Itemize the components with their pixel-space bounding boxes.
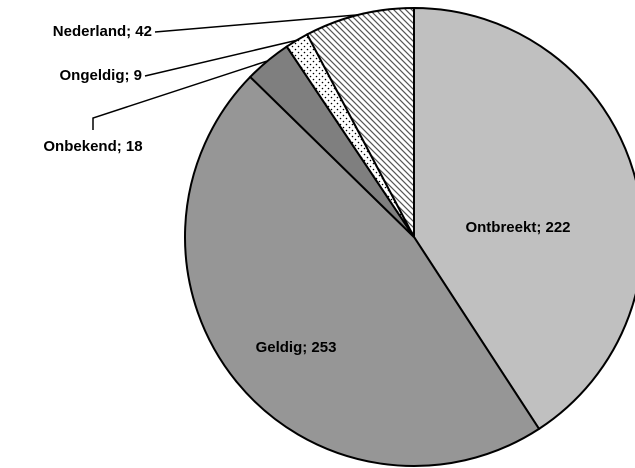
pie-slice: [413, 6, 635, 431]
data-label: Onbekend; 18: [43, 138, 142, 155]
data-label: Geldig; 253: [256, 339, 337, 356]
data-label: Ontbreekt; 222: [465, 219, 570, 236]
data-label: Nederland; 42: [53, 23, 152, 40]
data-label: Ongeldig; 9: [60, 67, 143, 84]
leader-line: [144, 39, 298, 77]
leader-line: [92, 60, 268, 130]
pie-slice: [184, 75, 541, 467]
pie-slice: [305, 6, 415, 238]
leader-line: [154, 13, 360, 33]
